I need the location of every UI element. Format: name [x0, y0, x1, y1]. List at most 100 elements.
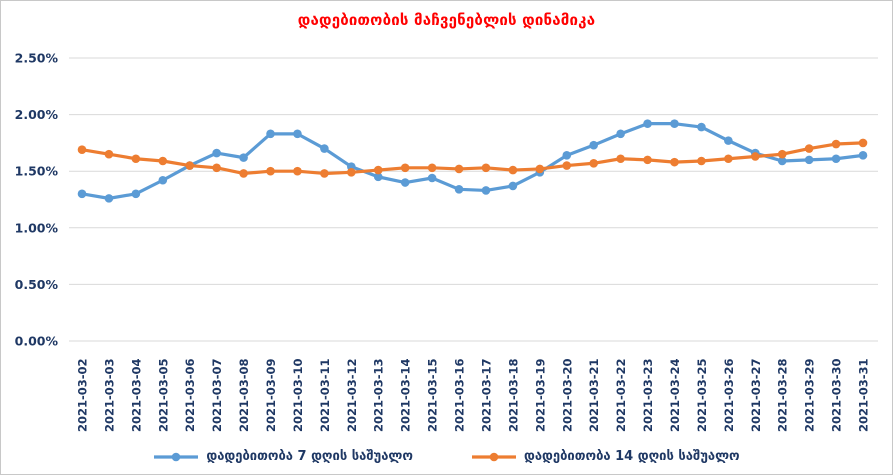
data-point: [400, 178, 410, 187]
x-axis-tick-label: 2021-03-11: [318, 358, 332, 432]
data-point: [212, 163, 221, 173]
data-point: [373, 172, 383, 182]
data-point: [508, 165, 518, 175]
data-point: [427, 173, 437, 183]
x-axis-tick-label: 2021-03-04: [129, 358, 143, 432]
data-point: [320, 169, 329, 178]
y-axis-tick-label: 0.50%: [15, 277, 59, 292]
legend-item-7day: დადებითობა 7 დღის საშუალო: [153, 449, 413, 464]
x-axis-tick-label: 2021-03-14: [399, 358, 413, 432]
legend-item-14day: დადებითობა 14 დღის საშუალო: [471, 449, 740, 464]
data-point: [831, 154, 841, 164]
data-point: [804, 144, 814, 153]
data-point: [831, 139, 841, 149]
data-point: [104, 194, 114, 203]
data-point: [239, 153, 248, 162]
legend-label-7day: დადებითობა 7 დღის საშუალო: [206, 449, 413, 464]
x-axis-tick-label: 2021-03-17: [479, 358, 493, 432]
x-axis-tick-label: 2021-03-16: [453, 358, 467, 432]
data-point: [266, 166, 275, 176]
x-axis-tick-label: 2021-03-27: [749, 358, 763, 432]
x-axis-tick-label: 2021-03-26: [722, 358, 736, 432]
y-axis-tick-label: 2.00%: [15, 107, 59, 122]
data-point: [508, 181, 518, 191]
x-axis-tick-label: 2021-03-03: [102, 358, 116, 432]
data-point: [77, 145, 87, 154]
x-axis-tick-label: 2021-03-05: [156, 358, 170, 432]
data-point: [131, 189, 141, 199]
x-axis-tick-label: 2021-03-09: [264, 358, 278, 432]
legend-label-14day: დადებითობა 14 დღის საშუალო: [523, 449, 740, 464]
data-point: [104, 149, 114, 159]
data-point: [697, 122, 706, 132]
x-axis-tick-label: 2021-03-24: [668, 358, 682, 432]
data-point: [320, 144, 329, 153]
data-point: [131, 154, 141, 164]
series-line-0: [80, 122, 865, 200]
data-point: [562, 161, 572, 170]
data-point: [158, 156, 168, 166]
y-axis-tick-label: 2.50%: [15, 51, 59, 66]
x-axis-tick-label: 2021-03-30: [830, 358, 844, 432]
y-axis-tick-label: 1.50%: [15, 164, 59, 179]
data-point: [293, 129, 302, 139]
data-point: [293, 166, 302, 176]
x-axis-tick-label: 2021-03-22: [614, 358, 628, 432]
x-axis-tick-label: 2021-03-28: [776, 358, 790, 432]
data-point: [77, 189, 87, 199]
x-axis-tick-label: 2021-03-10: [291, 358, 305, 432]
data-point: [858, 138, 868, 148]
data-point: [643, 155, 652, 165]
series-line-1: [80, 141, 865, 176]
y-axis-tick-label: 1.00%: [15, 220, 59, 235]
legend-marker-14day-icon: [471, 452, 516, 461]
data-point: [347, 168, 356, 177]
data-point: [400, 163, 410, 173]
x-axis-tick-label: 2021-03-31: [857, 358, 871, 432]
legend-marker-7day-icon: [154, 452, 199, 461]
x-axis-tick-label: 2021-03-15: [426, 358, 440, 432]
x-axis-tick-label: 2021-03-13: [372, 358, 386, 432]
data-point: [158, 175, 168, 185]
data-point: [724, 136, 733, 145]
data-point: [266, 129, 275, 139]
data-point: [804, 155, 814, 165]
x-axis-tick-label: 2021-03-12: [345, 358, 359, 432]
data-point: [724, 154, 733, 164]
x-axis-tick-label: 2021-03-21: [587, 358, 601, 432]
data-point: [670, 119, 679, 128]
chart-legend: დადებითობა 7 დღის საშუალო დადებითობა 14 …: [1, 449, 892, 464]
data-point: [858, 151, 868, 160]
data-point: [481, 186, 491, 195]
data-point: [589, 140, 598, 150]
x-axis-tick-label: 2021-03-08: [237, 358, 251, 432]
data-point: [670, 157, 679, 167]
x-axis-tick-label: 2021-03-06: [183, 358, 197, 432]
data-point: [643, 119, 652, 128]
data-point: [373, 165, 383, 175]
x-axis-tick-label: 2021-03-23: [641, 358, 655, 432]
data-point: [777, 149, 787, 159]
x-axis-tick-label: 2021-03-29: [803, 358, 817, 432]
data-point: [454, 185, 464, 194]
data-point: [562, 151, 572, 160]
x-axis-tick-label: 2021-03-02: [76, 358, 90, 432]
data-point: [697, 156, 706, 166]
data-point: [589, 158, 598, 168]
data-point: [481, 163, 491, 173]
y-axis-tick-label: 0.00%: [15, 334, 59, 349]
data-point: [616, 129, 625, 139]
data-point: [616, 154, 625, 164]
data-point: [454, 164, 464, 174]
data-point: [535, 164, 545, 174]
chart-title: დადებითობის მაჩვენებლის დინამიკა: [297, 11, 596, 29]
data-point: [185, 161, 195, 170]
x-axis-tick-label: 2021-03-18: [506, 358, 520, 432]
data-point: [750, 152, 760, 161]
x-axis-tick-label: 2021-03-25: [695, 358, 709, 432]
x-axis-tick-label: 2021-03-19: [533, 358, 547, 432]
x-axis-tick-label: 2021-03-20: [560, 358, 574, 432]
data-point: [212, 148, 221, 158]
